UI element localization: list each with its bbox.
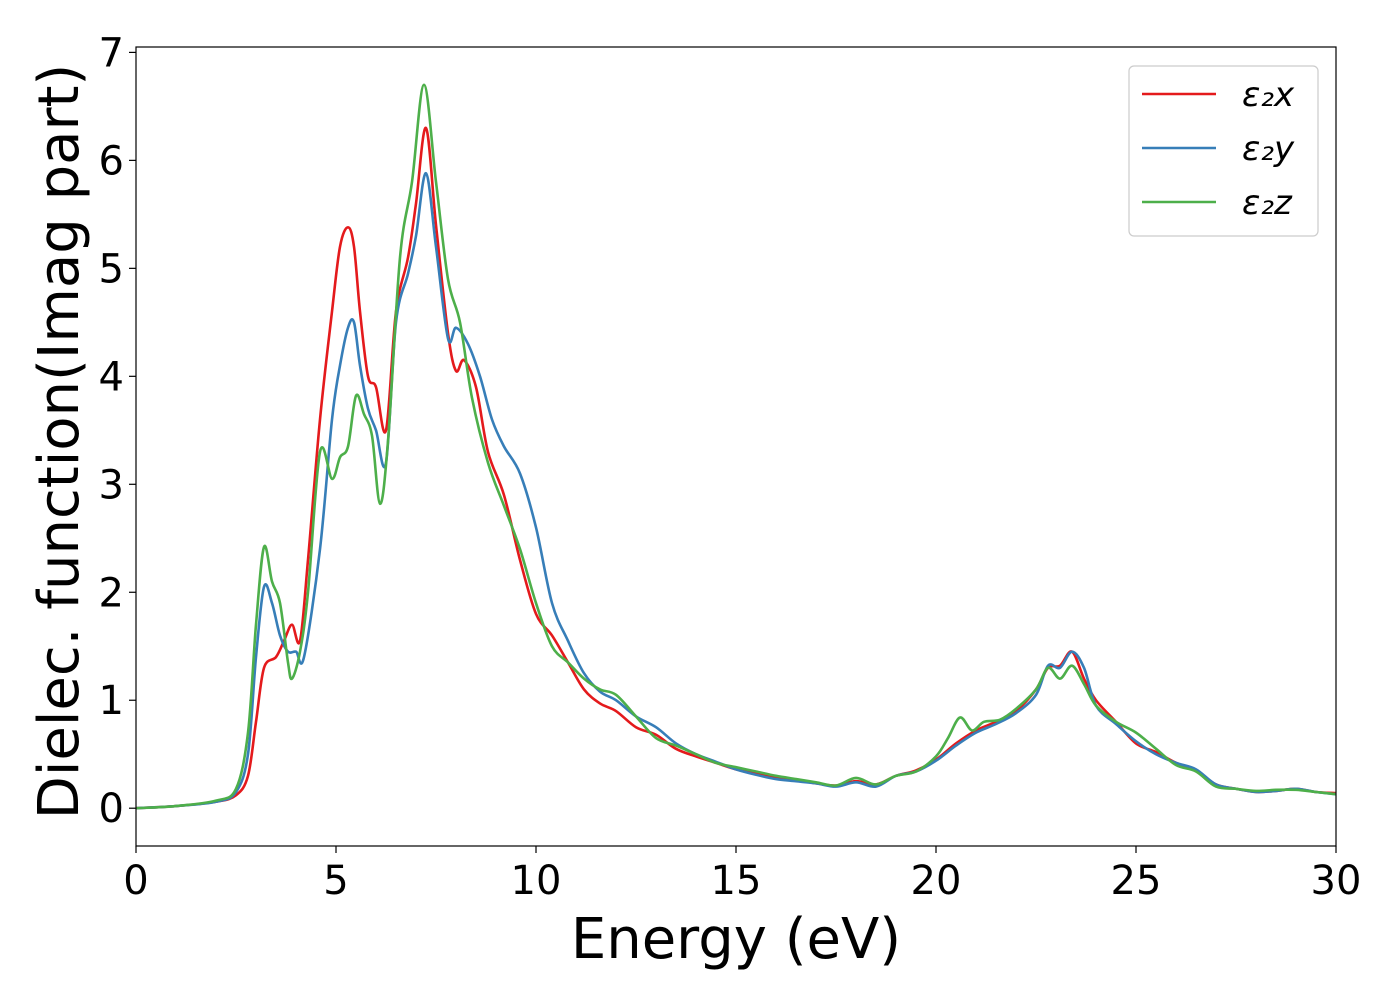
y-tick-label: 4 bbox=[99, 354, 124, 400]
y-tick-label: 6 bbox=[99, 138, 124, 184]
y-tick-label: 2 bbox=[99, 570, 124, 616]
series-line-0 bbox=[135, 126, 1337, 810]
x-tick-label: 30 bbox=[1311, 858, 1362, 904]
y-tick-label: 0 bbox=[99, 786, 124, 832]
legend-label-2: ε₂z bbox=[1242, 183, 1293, 223]
x-axis-title: Energy (eV) bbox=[571, 907, 901, 972]
y-axis-ticks: 0 1 2 3 4 5 6 7 bbox=[99, 30, 136, 832]
x-tick-label: 10 bbox=[511, 858, 562, 904]
y-tick-label: 1 bbox=[99, 678, 124, 724]
series-line-1 bbox=[135, 172, 1337, 810]
series-layer bbox=[135, 83, 1337, 810]
x-tick-label: 0 bbox=[123, 858, 148, 904]
x-tick-label: 20 bbox=[911, 858, 962, 904]
legend-label-0: ε₂x bbox=[1242, 75, 1295, 115]
series-line-2 bbox=[135, 83, 1337, 810]
x-axis-ticks: 0 5 10 15 20 25 30 bbox=[123, 846, 1361, 904]
x-tick-label: 15 bbox=[711, 858, 762, 904]
legend: ε₂x ε₂y ε₂z bbox=[1128, 65, 1319, 237]
legend-label-1: ε₂y bbox=[1242, 129, 1295, 169]
x-tick-label: 5 bbox=[323, 858, 348, 904]
y-tick-label: 7 bbox=[99, 30, 124, 76]
y-tick-label: 3 bbox=[99, 462, 124, 508]
legend-box bbox=[1128, 65, 1319, 237]
y-axis-title: Dielec. function(Imag part) bbox=[27, 64, 92, 820]
x-tick-label: 25 bbox=[1111, 858, 1162, 904]
y-tick-label: 5 bbox=[99, 246, 124, 292]
